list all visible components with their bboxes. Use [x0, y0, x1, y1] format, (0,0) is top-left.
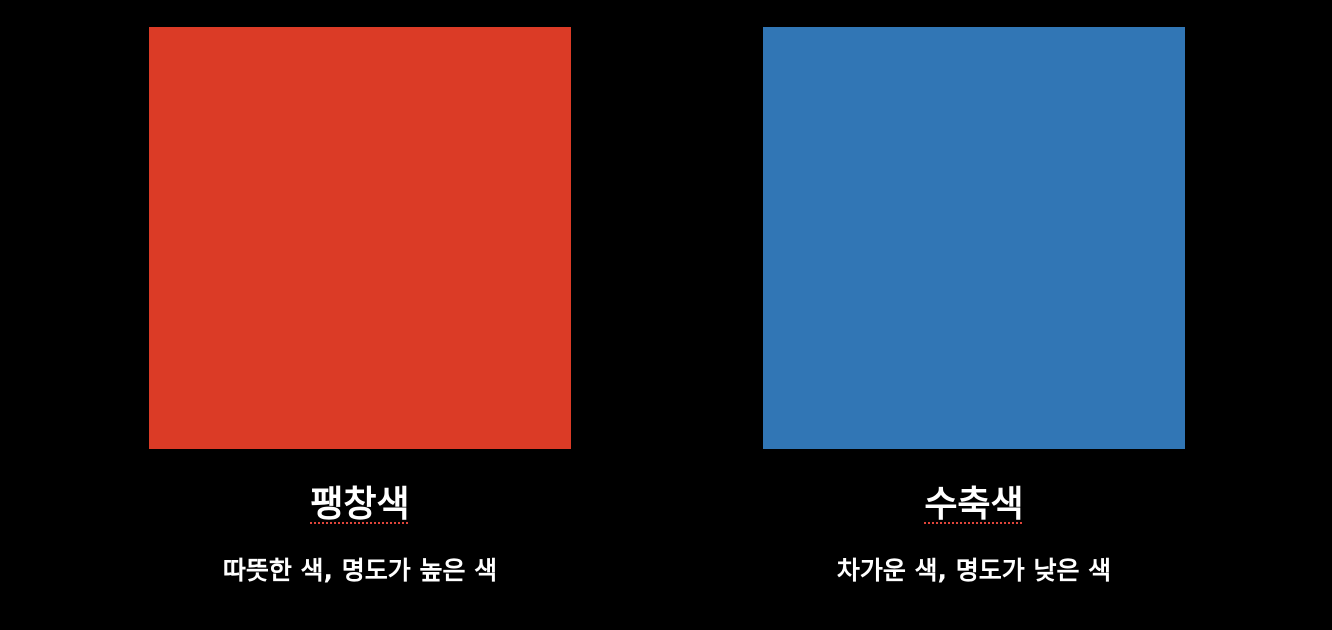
contractive-color-swatch: [763, 27, 1185, 449]
expansive-color-description: 따뜻한 색, 명도가 높은 색: [222, 556, 498, 585]
contractive-color-panel: 수축색 차가운 색, 명도가 낮은 색: [763, 27, 1185, 587]
expansive-color-title: 팽창색: [310, 484, 410, 525]
expansive-color-swatch: [149, 27, 571, 449]
contractive-color-title: 수축색: [924, 484, 1024, 525]
contractive-color-description: 차가운 색, 명도가 낮은 색: [836, 556, 1112, 585]
expansive-color-panel: 팽창색 따뜻한 색, 명도가 높은 색: [149, 27, 571, 587]
